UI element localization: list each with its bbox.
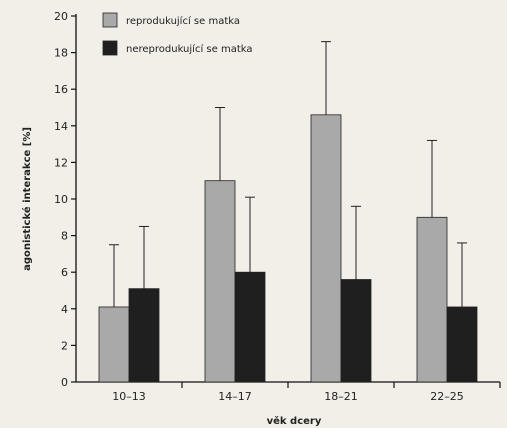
y-axis-title: agonistické interakce [%] (21, 127, 33, 271)
legend-swatch (102, 12, 118, 28)
legend-swatch (102, 40, 118, 56)
y-tick-label: 14 (54, 120, 68, 133)
legend-label: reprodukující se matka (126, 15, 240, 27)
bar (340, 279, 372, 383)
axes: 0 2 4 6 8 10 12 14 16 18 20 10–13 14–17 18–21 22–25 (54, 10, 501, 403)
bar (234, 271, 266, 383)
y-tick-label: 4 (61, 303, 68, 316)
bar (98, 306, 130, 383)
bars (98, 41, 478, 383)
legend-label: nereprodukující se matka (126, 43, 252, 55)
y-tick-label: 2 (61, 339, 68, 352)
y-tick-label: 6 (61, 266, 68, 279)
bar (416, 216, 448, 383)
y-tick-label: 8 (61, 230, 68, 243)
x-tick-label: 18–21 (324, 390, 358, 403)
y-tick-label: 18 (54, 47, 68, 60)
y-tick-label: 20 (54, 10, 68, 23)
x-tick-label: 14–17 (218, 390, 252, 403)
y-tick-label: 16 (54, 83, 68, 96)
y-tick-label: 10 (54, 193, 68, 206)
y-tick-label: 12 (54, 156, 68, 169)
x-axis-title: věk dcery (267, 415, 322, 427)
legend: reprodukující se matka nereprodukující se… (102, 12, 252, 56)
bar (128, 288, 160, 383)
x-tick-label: 10–13 (112, 390, 146, 403)
x-tick-label: 22–25 (430, 390, 464, 403)
bar (446, 306, 478, 383)
bar (204, 180, 236, 383)
y-tick-label: 0 (61, 376, 68, 389)
bar (310, 114, 342, 383)
